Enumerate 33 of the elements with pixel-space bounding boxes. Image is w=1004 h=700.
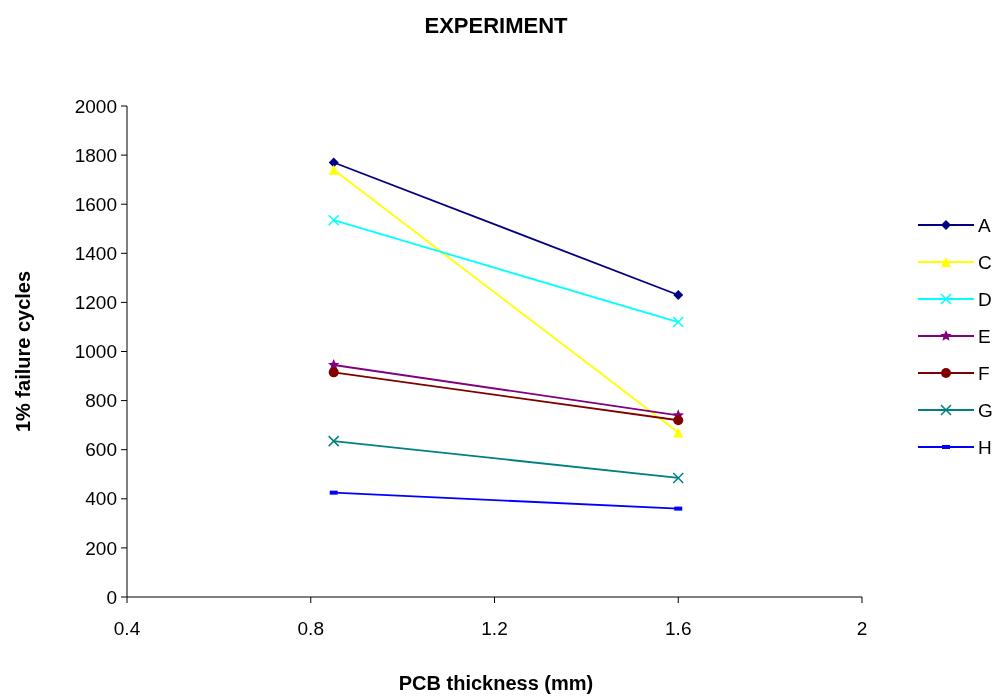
legend-label: A: [978, 214, 991, 236]
y-tick-label: 1200: [74, 292, 117, 314]
y-tick-label: 1400: [74, 242, 117, 264]
point: [673, 290, 684, 301]
x-tick-label: 2: [856, 618, 868, 639]
point: [673, 415, 684, 426]
x-tick-label: 1.6: [665, 618, 692, 639]
x-tick-label: 1.2: [481, 618, 508, 639]
legend-label: H: [978, 436, 992, 458]
y-tick-label: 400: [85, 488, 117, 510]
y-tick-label: 1000: [74, 341, 117, 363]
y-tick-label: 1600: [74, 193, 117, 215]
chart-title: EXPERIMENT: [424, 13, 569, 38]
x-tick-label: 0.4: [113, 618, 141, 639]
x-axis-title: PCB thickness (mm): [398, 672, 594, 694]
y-tick-label: 2000: [74, 95, 117, 117]
y-tick-label: 800: [85, 390, 117, 412]
y-tick-label: 200: [85, 537, 117, 559]
legend-label: G: [978, 399, 993, 421]
legend-label: E: [978, 325, 991, 347]
point: [327, 435, 340, 447]
x-tick-label: 0.8: [297, 618, 324, 639]
point: [672, 316, 684, 328]
legend-label: F: [978, 362, 990, 384]
legend-label: C: [978, 251, 992, 273]
point: [328, 367, 339, 378]
y-axis-title: 1% failure cycles: [12, 270, 34, 433]
y-tick-label: 1800: [74, 144, 117, 166]
legend-label: D: [978, 288, 992, 310]
point: [672, 472, 684, 484]
y-tick-label: 0: [106, 586, 117, 608]
y-tick-label: 600: [85, 439, 117, 461]
point: [327, 214, 340, 226]
